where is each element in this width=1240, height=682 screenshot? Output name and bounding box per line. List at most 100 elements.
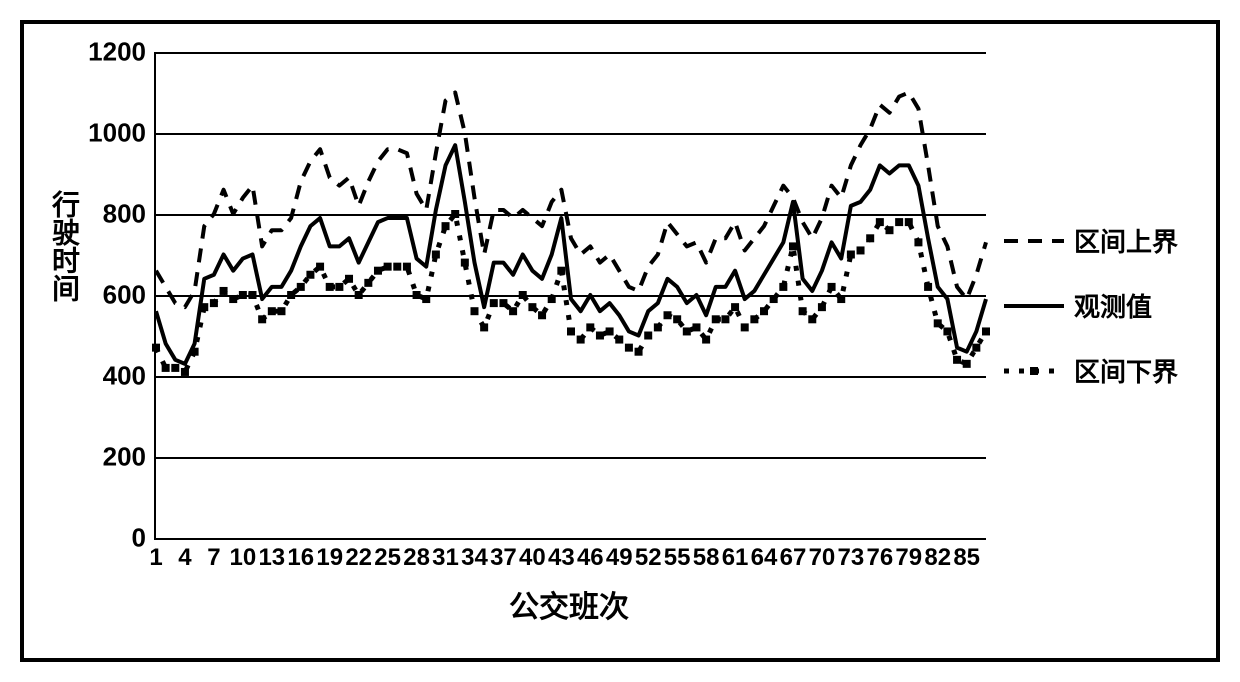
x-tick-label: 82 — [924, 544, 951, 572]
marker-lower — [799, 307, 807, 315]
x-tick-label: 70 — [809, 544, 836, 572]
x-tick-label: 28 — [403, 544, 430, 572]
marker-lower — [335, 283, 343, 291]
marker-lower — [760, 307, 768, 315]
marker-lower — [268, 307, 276, 315]
marker-lower — [625, 344, 633, 352]
marker-lower — [152, 344, 160, 352]
y-tick-label: 600 — [103, 280, 146, 311]
legend-item-observed: 观测值 — [1004, 287, 1178, 324]
marker-lower — [499, 299, 507, 307]
legend-item-lower: 区间下界 — [1004, 352, 1178, 389]
legend: 区间上界观测值区间下界 — [1004, 222, 1178, 417]
marker-lower — [220, 287, 228, 295]
marker-lower — [818, 303, 826, 311]
marker-lower — [567, 327, 575, 335]
marker-lower — [683, 327, 691, 335]
x-tick-label: 85 — [953, 544, 980, 572]
x-tick-label: 19 — [316, 544, 343, 572]
marker-lower — [384, 263, 392, 271]
marker-lower — [712, 315, 720, 323]
x-tick-label: 1 — [149, 544, 162, 572]
x-tick-label: 64 — [751, 544, 778, 572]
x-tick-label: 16 — [287, 544, 314, 572]
marker-lower — [277, 307, 285, 315]
marker-lower — [692, 323, 700, 331]
marker-lower — [374, 267, 382, 275]
marker-lower — [635, 348, 643, 356]
x-tick-label: 67 — [780, 544, 807, 572]
x-axis-title: 公交班次 — [509, 582, 629, 626]
x-tick-label: 37 — [490, 544, 517, 572]
marker-lower — [866, 234, 874, 242]
marker-lower — [586, 323, 594, 331]
x-tick-label: 25 — [374, 544, 401, 572]
marker-lower — [924, 283, 932, 291]
plot-area: 0200400600800100012001471013161922252831… — [154, 52, 986, 540]
marker-lower — [538, 311, 546, 319]
marker-lower — [963, 360, 971, 368]
marker-lower — [577, 336, 585, 344]
x-tick-label: 13 — [258, 544, 285, 572]
marker-lower — [731, 303, 739, 311]
marker-lower — [789, 242, 797, 250]
marker-lower — [943, 327, 951, 335]
marker-lower — [432, 251, 440, 259]
grid-line — [156, 133, 986, 135]
marker-lower — [808, 315, 816, 323]
marker-lower — [654, 323, 662, 331]
y-tick-label: 400 — [103, 361, 146, 392]
marker-lower — [210, 299, 218, 307]
x-tick-label: 73 — [838, 544, 865, 572]
grid-line — [156, 457, 986, 459]
chart-frame: 0200400600800100012001471013161922252831… — [20, 20, 1220, 662]
x-tick-label: 43 — [548, 544, 575, 572]
marker-lower — [345, 275, 353, 283]
marker-lower — [750, 315, 758, 323]
marker-lower — [490, 299, 498, 307]
x-tick-label: 40 — [519, 544, 546, 572]
x-tick-label: 76 — [866, 544, 893, 572]
marker-lower — [857, 246, 865, 254]
marker-lower — [403, 263, 411, 271]
x-tick-label: 31 — [432, 544, 459, 572]
x-tick-label: 52 — [635, 544, 662, 572]
marker-lower — [741, 323, 749, 331]
marker-lower — [953, 356, 961, 364]
marker-lower — [644, 332, 652, 340]
marker-lower — [509, 307, 517, 315]
marker-lower — [297, 283, 305, 291]
x-tick-label: 7 — [207, 544, 220, 572]
x-tick-label: 46 — [577, 544, 604, 572]
marker-lower — [885, 226, 893, 234]
marker-lower — [528, 303, 536, 311]
marker-lower — [876, 218, 884, 226]
marker-lower — [557, 267, 565, 275]
marker-lower — [461, 259, 469, 267]
x-tick-label: 79 — [895, 544, 922, 572]
marker-lower — [779, 283, 787, 291]
x-tick-label: 55 — [664, 544, 691, 572]
marker-lower — [615, 336, 623, 344]
y-tick-label: 1000 — [88, 118, 146, 149]
legend-label-observed: 观测值 — [1074, 287, 1152, 324]
marker-lower — [258, 315, 266, 323]
x-tick-label: 61 — [722, 544, 749, 572]
marker-lower — [914, 238, 922, 246]
x-tick-label: 22 — [345, 544, 372, 572]
marker-lower — [895, 218, 903, 226]
y-tick-label: 1200 — [88, 37, 146, 68]
marker-lower — [181, 368, 189, 376]
marker-lower — [171, 364, 179, 372]
legend-label-lower: 区间下界 — [1074, 352, 1178, 389]
legend-label-upper: 区间上界 — [1074, 222, 1178, 259]
grid-line — [156, 214, 986, 216]
grid-line — [156, 52, 986, 54]
legend-swatch-observed — [1004, 296, 1064, 316]
marker-lower — [606, 327, 614, 335]
marker-lower — [442, 222, 450, 230]
marker-lower — [673, 315, 681, 323]
grid-line — [156, 376, 986, 378]
marker-lower — [480, 323, 488, 331]
legend-swatch-upper — [1004, 231, 1064, 251]
